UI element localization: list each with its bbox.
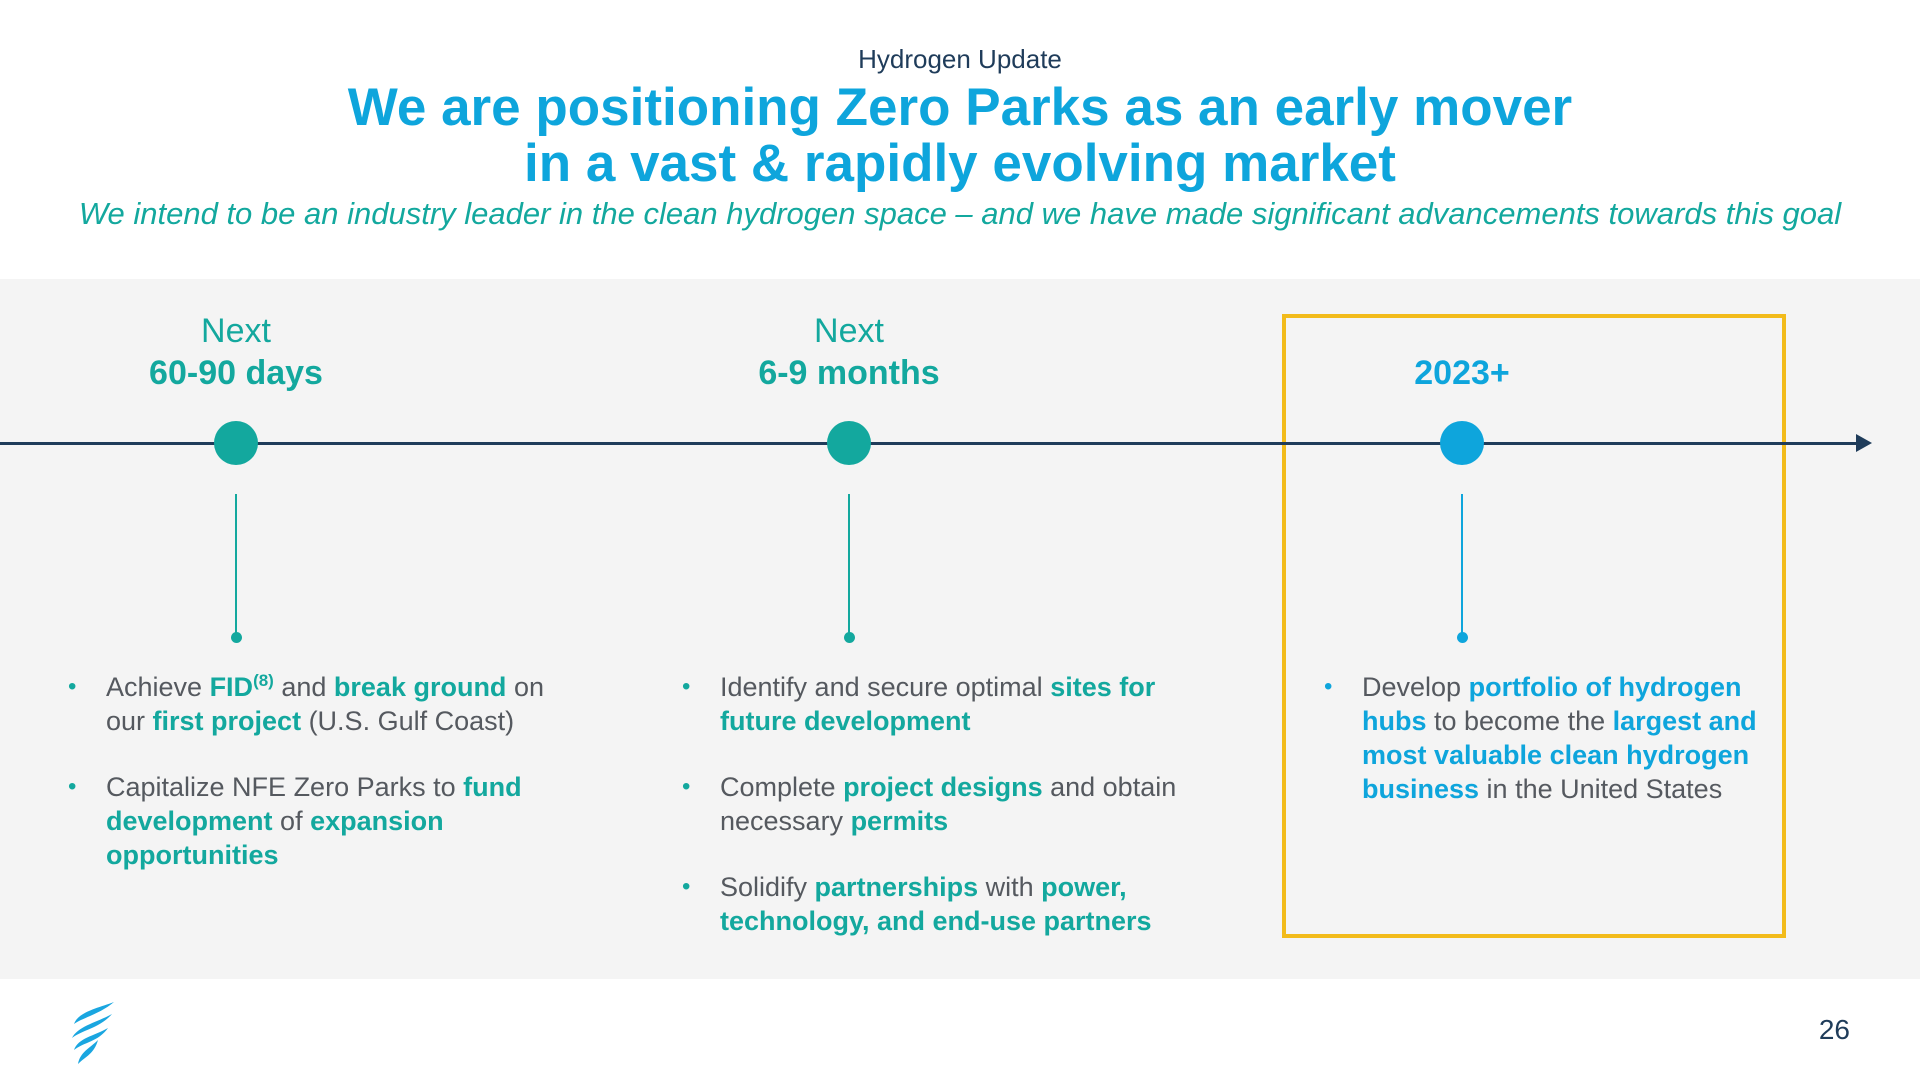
page-title-line2: in a vast & rapidly evolving market [524,134,1396,193]
bullet-text: of [272,806,311,836]
bullet-item: Complete project designs and obtain nece… [682,770,1182,838]
highlighted-text: fund development [106,772,522,836]
phase-title-2: 6-9 months [758,354,940,392]
milestone-dot-3 [1440,421,1484,465]
phase-pre-1: Next [201,312,271,350]
phase-bullets-2: Identify and secure optimal sites for fu… [682,670,1182,970]
highlighted-text: expansion opportunities [106,806,444,870]
bullet-text: (U.S. Gulf Coast) [301,706,515,736]
bullet-text: on our [106,672,544,736]
milestone-dot-2 [827,421,871,465]
phase-bullets-1: Achieve FID(8) and break ground on our f… [68,670,548,904]
milestone-stem-dot-2 [844,632,855,643]
milestone-dot-1 [214,421,258,465]
bullet-text: Identify and secure optimal [720,672,1051,702]
flame-wave-logo-icon [68,1000,118,1066]
page-title-line1: We are positioning Zero Parks as an earl… [347,78,1573,137]
phase-label-1: Next 60-90 days [36,310,436,394]
highlighted-text: FID [209,672,254,702]
phase-label-2: Next 6-9 months [649,310,1049,394]
highlighted-text: power, technology, and end-use partners [720,872,1152,936]
bullet-item: Capitalize NFE Zero Parks to fund develo… [68,770,548,872]
section-label: Hydrogen Update [858,44,1062,74]
highlight-box [1282,314,1786,938]
bullet-item: Develop portfolio of hydrogen hubs to be… [1324,670,1764,806]
bullet-item: Solidify partnerships with power, techno… [682,870,1182,938]
phase-pre-2: Next [814,312,884,350]
highlighted-text: first project [152,706,302,736]
page-number: 26 [1818,1014,1850,1045]
milestone-stem-2 [848,494,850,634]
highlighted-text: sites for future development [720,672,1156,736]
phase-title-1: 60-90 days [149,354,323,392]
bullet-item: Identify and secure optimal sites for fu… [682,670,1182,738]
phase-bullets-3: Develop portfolio of hydrogen hubs to be… [1324,670,1764,838]
bullet-text: Complete [720,772,844,802]
page-subtitle: We intend to be an industry leader in th… [78,196,1842,231]
milestone-stem-3 [1461,494,1463,634]
highlighted-text: largest and most valuable clean hydrogen… [1362,706,1757,804]
highlighted-text: project designs [843,772,1043,802]
highlighted-text: break ground [333,672,507,702]
timeline-arrow-icon [1856,434,1872,452]
phase-label-3: 2023+ [1262,310,1662,394]
bullet-text: Solidify [720,872,815,902]
milestone-stem-dot-1 [231,632,242,643]
bullet-text: Achieve [106,672,210,702]
bullet-text: to become the [1426,706,1613,736]
highlighted-text: partnerships [814,872,979,902]
milestone-stem-dot-3 [1457,632,1468,643]
highlighted-text: portfolio of hydrogen hubs [1362,672,1742,736]
timeline-axis [0,442,1858,445]
highlighted-text: permits [850,806,949,836]
footnote-ref: (8) [253,671,274,690]
phase-title-3: 2023+ [1414,354,1510,392]
bullet-text: with [978,872,1042,902]
bullet-text: Capitalize NFE Zero Parks to [106,772,464,802]
page-title: We are positioning Zero Parks as an earl… [0,80,1920,192]
bullet-text: and obtain necessary [720,772,1177,836]
bullet-item: Achieve FID(8) and break ground on our f… [68,670,548,738]
bullet-text: Develop [1362,672,1469,702]
bullet-text: and [273,672,334,702]
milestone-stem-1 [235,494,237,634]
phase-pre-3 [1262,310,1662,352]
bullet-text: in the United States [1479,774,1723,804]
